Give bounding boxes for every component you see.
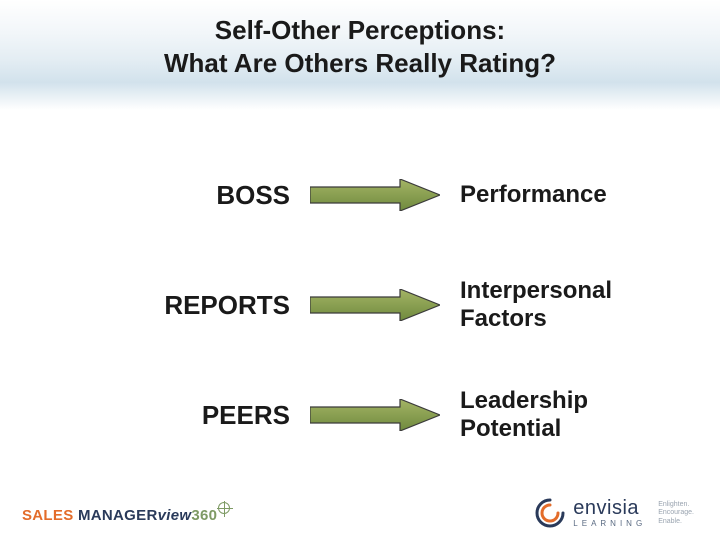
- degree-icon: [218, 502, 230, 514]
- row-boss: BOSS Performance: [0, 160, 720, 230]
- footer-left-logo: SALES MANAGERview360: [22, 507, 230, 524]
- row-right-label: Performance: [440, 181, 720, 209]
- diagram-rows: BOSS Performance REPORTS: [0, 160, 720, 490]
- row-left-label: PEERS: [0, 400, 310, 431]
- arrow-icon: [310, 289, 440, 321]
- footer-right-logo: envisia LEARNING Enlighten. Encourage. E…: [535, 498, 694, 528]
- brand-tagline: Enlighten. Encourage. Enable.: [658, 501, 694, 528]
- envisia-text: envisia LEARNING: [573, 498, 646, 528]
- row-peers: PEERS LeadershipPotential: [0, 380, 720, 450]
- row-left-label: REPORTS: [0, 290, 310, 321]
- arrow-cell: [310, 399, 440, 431]
- envisia-mark-icon: [535, 498, 565, 528]
- brand-name: envisia: [573, 498, 646, 518]
- logo-text-manager: MANAGER: [78, 507, 158, 524]
- row-right-label: LeadershipPotential: [440, 387, 720, 442]
- logo-text-view: view: [158, 507, 192, 524]
- title-line-1: Self-Other Perceptions:: [215, 15, 505, 45]
- tagline-3: Enable.: [658, 518, 682, 525]
- logo-text-360: 360: [191, 507, 217, 524]
- arrow-cell: [310, 289, 440, 321]
- slide-title: Self-Other Perceptions: What Are Others …: [0, 14, 720, 79]
- row-reports: REPORTS InterpersonalFactors: [0, 270, 720, 340]
- brand-sub: LEARNING: [573, 520, 646, 528]
- row-right-label: InterpersonalFactors: [440, 277, 720, 332]
- logo-text-sales: SALES: [22, 507, 78, 524]
- tagline-2: Encourage.: [658, 509, 694, 516]
- title-line-2: What Are Others Really Rating?: [164, 48, 556, 78]
- arrow-icon: [310, 399, 440, 431]
- arrow-cell: [310, 179, 440, 211]
- tagline-1: Enlighten.: [658, 501, 689, 508]
- row-left-label: BOSS: [0, 180, 310, 211]
- arrow-icon: [310, 179, 440, 211]
